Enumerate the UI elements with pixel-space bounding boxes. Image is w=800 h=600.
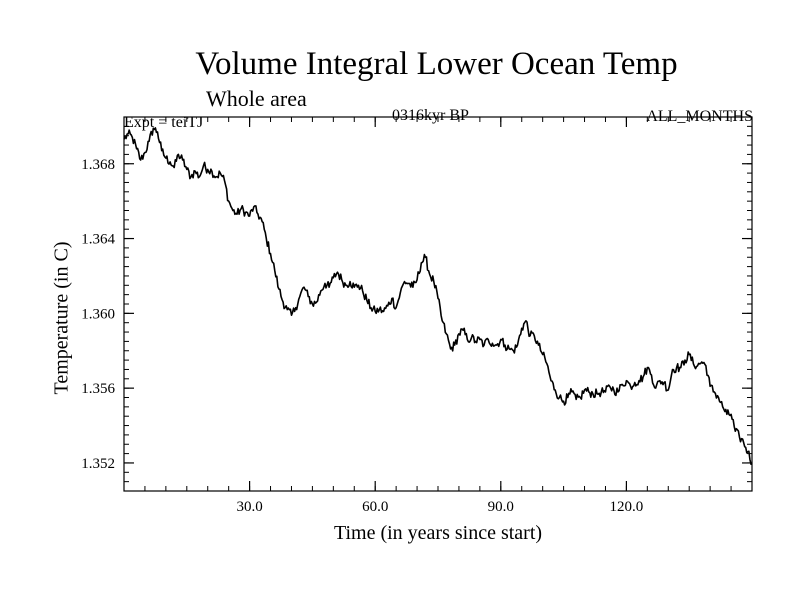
x-tick-label: 120.0 xyxy=(610,499,644,515)
y-tick-label: 1.368 xyxy=(81,157,115,173)
y-tick-label: 1.352 xyxy=(81,456,115,472)
y-tick-label: 1.356 xyxy=(81,381,115,397)
y-tick-label: 1.360 xyxy=(81,306,115,322)
tick-labels: 30.0 60.0 90.0 120.0 1.352 1.356 1.360 1.364 1.3… xyxy=(81,157,643,515)
major-ticks xyxy=(124,117,752,491)
chart-title: Volume Integral Lower Ocean Temp xyxy=(195,46,678,82)
x-axis-label: Time (in years since start) xyxy=(333,522,543,544)
period-label: 0316kyr BP xyxy=(392,107,469,124)
x-tick-label: 60.0 xyxy=(362,499,388,515)
x-tick-label: 30.0 xyxy=(236,499,262,515)
experiment-label: Expt = teiTJ xyxy=(124,114,204,131)
chart-subtitle: Whole area xyxy=(206,86,307,111)
series-line xyxy=(123,127,753,465)
x-tick-label: 90.0 xyxy=(488,499,514,515)
y-tick-label: 1.364 xyxy=(81,232,115,248)
